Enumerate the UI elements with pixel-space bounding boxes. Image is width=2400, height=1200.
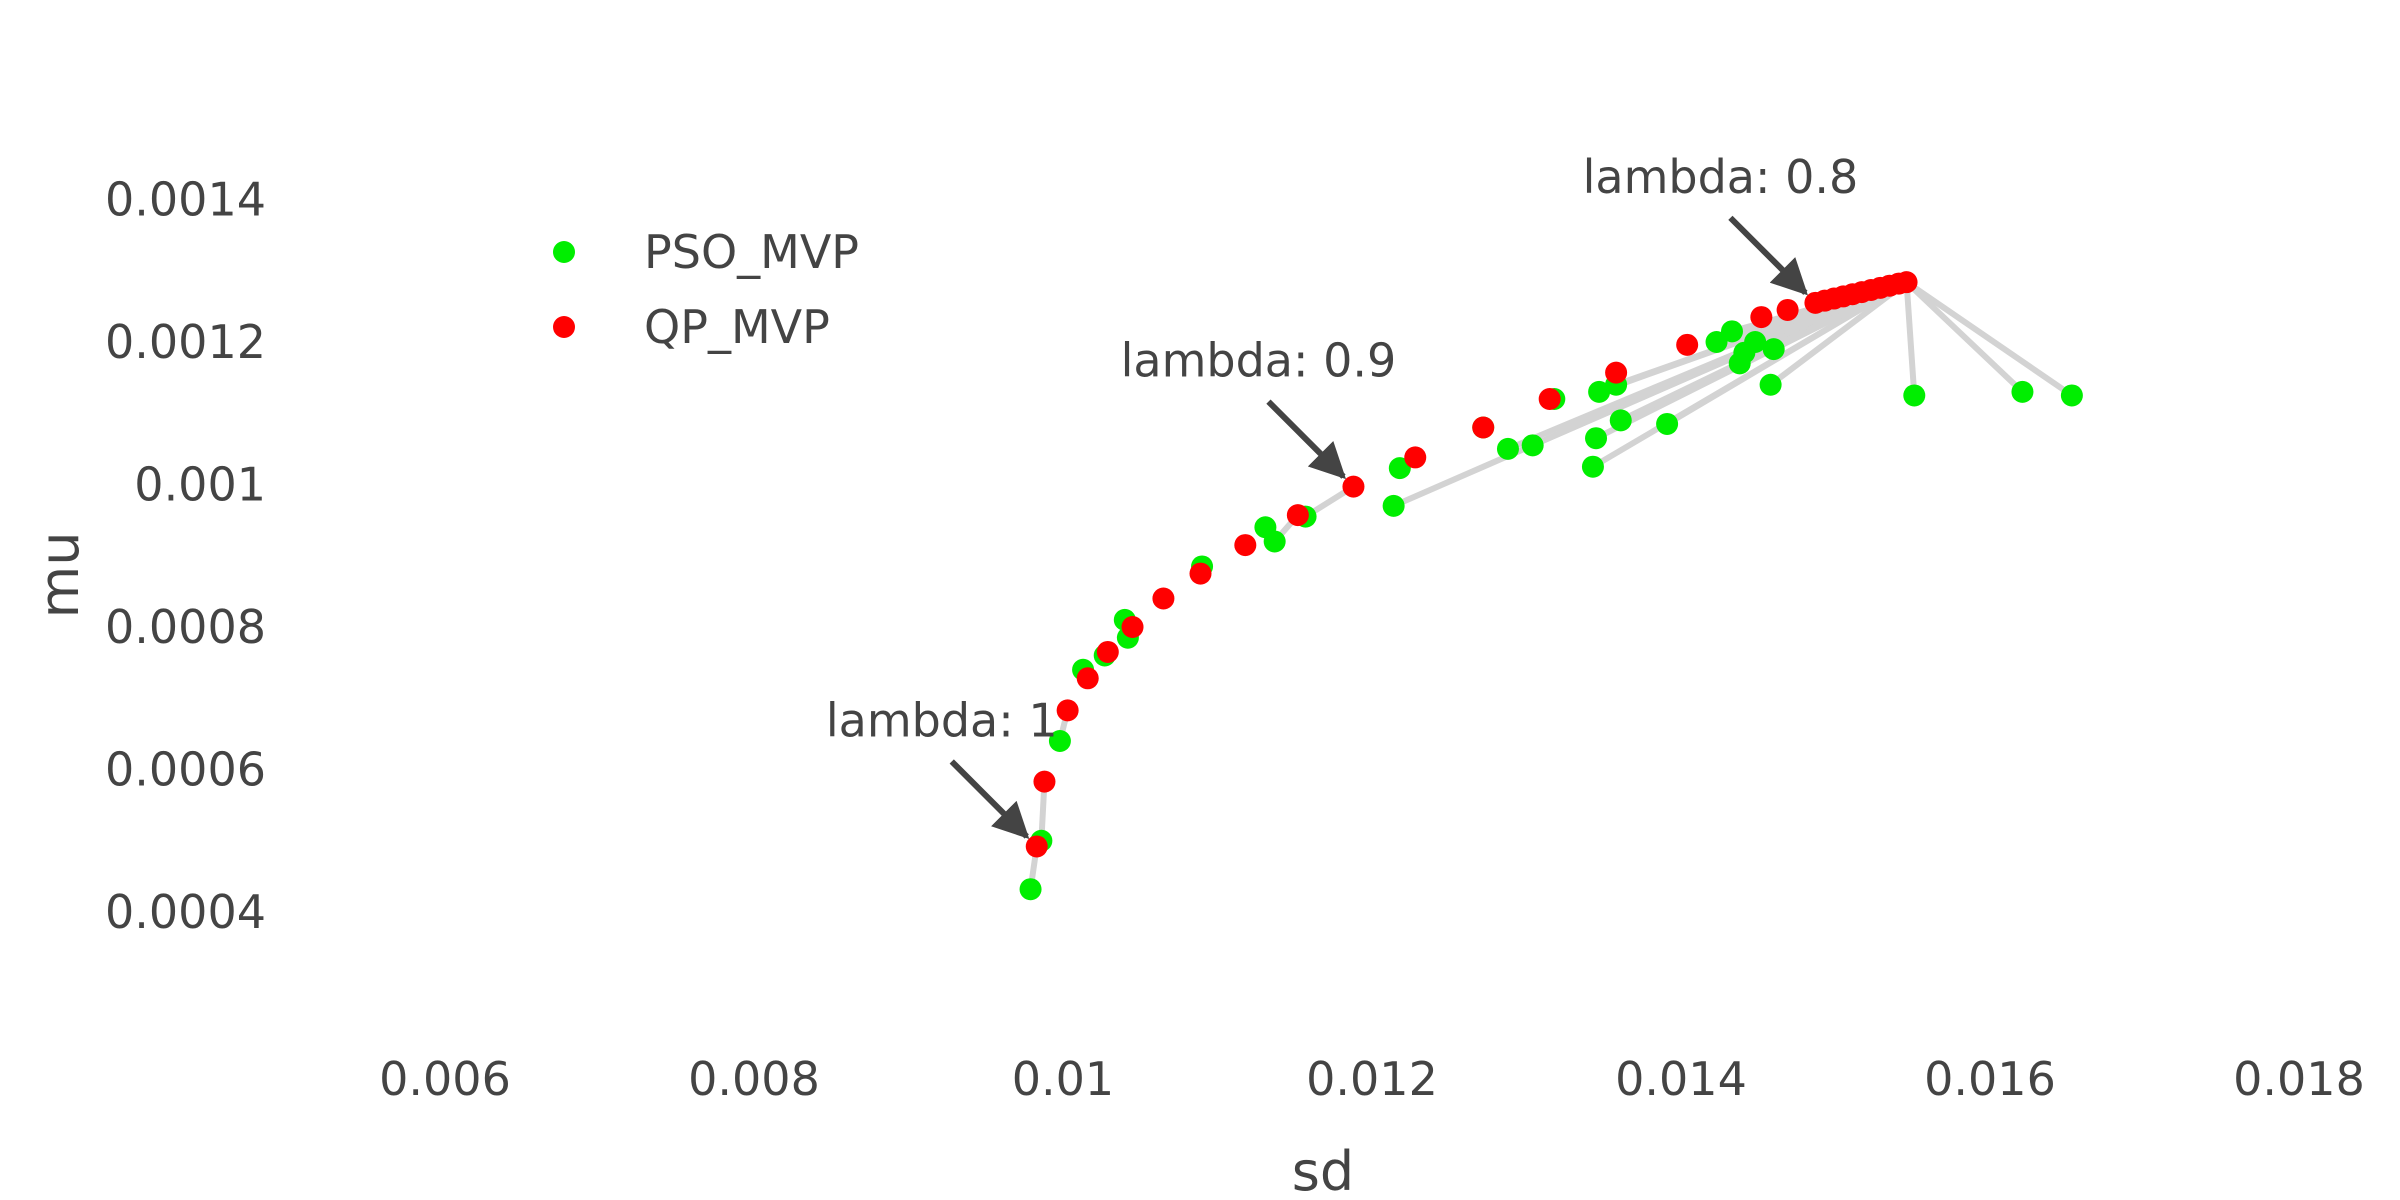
y-axis-title: mu xyxy=(28,532,91,619)
annotation-arrow xyxy=(1266,399,1347,480)
data-point xyxy=(1705,331,1728,353)
data-point xyxy=(1762,338,1785,361)
data-point xyxy=(1496,437,1519,460)
data-point xyxy=(1025,835,1048,858)
annotation: lambda: 0.8 xyxy=(1583,150,1859,296)
data-point xyxy=(1776,298,1799,321)
data-point xyxy=(1388,457,1411,480)
connector-line xyxy=(1767,279,1910,388)
data-point xyxy=(1588,380,1611,403)
data-point xyxy=(2011,380,2034,403)
data-point xyxy=(1096,640,1119,663)
connector-line xyxy=(1664,279,1910,427)
data-point xyxy=(1056,699,1079,722)
y-tick-label: 0.001 xyxy=(134,458,266,512)
y-tick-label: 0.0004 xyxy=(105,885,266,939)
data-point xyxy=(1404,446,1427,469)
legend-label: QP_MVP xyxy=(644,300,830,354)
legend: PSO_MVP QP_MVP xyxy=(553,225,859,354)
data-point xyxy=(1019,878,1042,901)
data-point xyxy=(1750,306,1773,329)
data-point xyxy=(1581,455,1604,478)
data-point xyxy=(1759,373,1782,396)
data-point xyxy=(1720,320,1743,343)
data-point xyxy=(1033,770,1056,793)
annotation: lambda: 1 xyxy=(826,693,1058,839)
legend-item[interactable]: QP_MVP xyxy=(553,300,830,354)
annotation: lambda: 0.9 xyxy=(1121,334,1397,480)
annotation-arrow xyxy=(949,759,1030,839)
data-point xyxy=(1903,384,1926,407)
connector-line xyxy=(1903,279,1918,399)
data-point xyxy=(1152,587,1175,610)
x-tick-label: 0.016 xyxy=(1924,1052,2056,1106)
annotation-label: lambda: 0.8 xyxy=(1583,150,1859,204)
legend-marker xyxy=(553,241,575,263)
annotations: lambda: 1 lambda: 0.9 lambda: 0.8 xyxy=(826,150,1859,839)
x-axis-ticks: 0.006 0.008 0.01 0.012 0.014 0.016 0.018 xyxy=(379,1052,2365,1106)
data-point xyxy=(1521,434,1544,457)
data-point xyxy=(1895,271,1918,294)
legend-label: PSO_MVP xyxy=(644,225,859,279)
y-tick-label: 0.0006 xyxy=(105,743,266,797)
x-tick-label: 0.018 xyxy=(2233,1052,2365,1106)
x-tick-label: 0.006 xyxy=(379,1052,511,1106)
data-point xyxy=(1382,494,1405,517)
x-axis-title: sd xyxy=(1292,1140,1354,1200)
annotation-label: lambda: 1 xyxy=(826,693,1058,747)
annotation-label: lambda: 0.9 xyxy=(1121,334,1397,388)
y-tick-label: 0.0008 xyxy=(105,600,266,654)
data-point xyxy=(1676,333,1699,356)
data-point xyxy=(1286,504,1309,527)
x-tick-label: 0.012 xyxy=(1306,1052,1438,1106)
data-point xyxy=(1121,616,1144,638)
y-tick-label: 0.0012 xyxy=(105,315,266,369)
series-qp-mvp xyxy=(1025,271,1918,858)
data-point xyxy=(1048,730,1071,752)
data-point xyxy=(1605,361,1628,384)
data-point xyxy=(1342,475,1365,498)
legend-marker xyxy=(553,316,575,338)
legend-item[interactable]: PSO_MVP xyxy=(553,225,859,279)
data-point xyxy=(1189,562,1212,585)
y-tick-label: 0.0014 xyxy=(105,173,266,227)
x-tick-label: 0.014 xyxy=(1615,1052,1747,1106)
data-point xyxy=(1656,412,1679,435)
connector-line xyxy=(1903,279,2026,395)
data-point xyxy=(1744,331,1767,353)
data-point xyxy=(1609,409,1632,432)
data-point xyxy=(1585,427,1608,450)
data-point xyxy=(2060,384,2083,407)
data-point xyxy=(1538,388,1561,410)
y-axis-ticks: 0.0004 0.0006 0.0008 0.001 0.0012 0.0014 xyxy=(105,173,266,940)
connector-line xyxy=(1903,279,2075,399)
data-point xyxy=(1263,530,1286,553)
data-points xyxy=(1019,271,2083,901)
data-point xyxy=(1472,416,1495,439)
data-point xyxy=(1234,534,1257,557)
x-tick-label: 0.008 xyxy=(688,1052,820,1106)
annotation-arrow xyxy=(1728,215,1808,296)
data-point xyxy=(1076,667,1099,690)
x-tick-label: 0.01 xyxy=(1012,1052,1114,1106)
